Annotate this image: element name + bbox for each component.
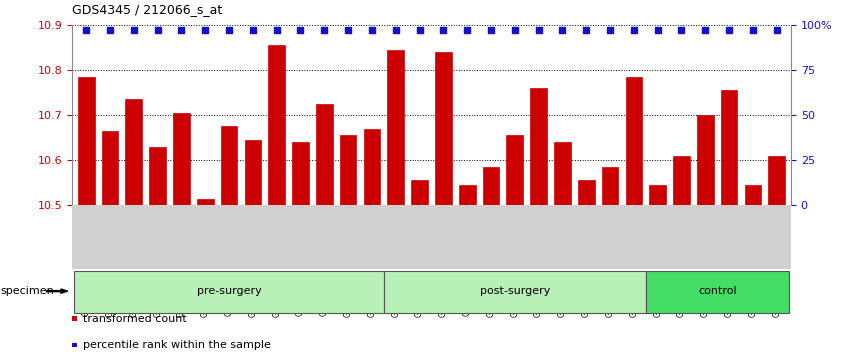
Bar — [435, 52, 452, 205]
Point — [722, 27, 736, 33]
Bar — [173, 113, 190, 205]
Bar — [411, 181, 428, 205]
Point — [151, 27, 164, 33]
Bar — [578, 181, 595, 205]
Point — [246, 27, 260, 33]
Point — [508, 27, 522, 33]
Point — [317, 27, 331, 33]
Point — [699, 27, 712, 33]
Bar — [554, 142, 571, 205]
Point — [746, 27, 760, 33]
Text: GDS4345 / 212066_s_at: GDS4345 / 212066_s_at — [72, 3, 222, 16]
Bar — [768, 156, 785, 205]
Point — [651, 27, 664, 33]
Bar — [244, 140, 261, 205]
Bar — [316, 104, 332, 205]
Bar — [459, 185, 475, 205]
Text: control: control — [698, 286, 737, 296]
Bar — [340, 135, 356, 205]
Bar — [697, 115, 714, 205]
Bar — [530, 88, 547, 205]
Point — [413, 27, 426, 33]
Bar — [384, 271, 645, 313]
Text: post-surgery: post-surgery — [480, 286, 550, 296]
Bar — [102, 131, 118, 205]
Bar — [387, 50, 404, 205]
Point — [199, 27, 212, 33]
Point — [627, 27, 640, 33]
Bar — [650, 185, 666, 205]
Point — [174, 27, 188, 33]
Bar — [364, 129, 380, 205]
Bar — [197, 199, 213, 205]
Point — [675, 27, 689, 33]
Point — [103, 27, 117, 33]
Bar — [74, 271, 384, 313]
Point — [556, 27, 569, 33]
Bar — [483, 167, 499, 205]
Bar — [292, 142, 309, 205]
Text: specimen: specimen — [0, 286, 54, 296]
Point — [437, 27, 450, 33]
Point — [80, 27, 93, 33]
Bar — [125, 99, 142, 205]
Point — [532, 27, 546, 33]
Bar — [625, 77, 642, 205]
Bar — [744, 185, 761, 205]
Point — [270, 27, 283, 33]
Point — [580, 27, 593, 33]
Bar — [721, 90, 738, 205]
Bar — [149, 147, 166, 205]
Bar — [602, 167, 618, 205]
Point — [222, 27, 236, 33]
Point — [365, 27, 379, 33]
Point — [484, 27, 497, 33]
Point — [460, 27, 474, 33]
Bar — [645, 271, 788, 313]
Text: pre-surgery: pre-surgery — [196, 286, 261, 296]
Text: percentile rank within the sample: percentile rank within the sample — [83, 340, 272, 350]
Text: transformed count: transformed count — [83, 314, 187, 324]
Bar — [268, 45, 285, 205]
Point — [770, 27, 783, 33]
Point — [127, 27, 140, 33]
Bar — [78, 77, 95, 205]
Bar — [221, 126, 238, 205]
Point — [603, 27, 617, 33]
Bar — [507, 135, 523, 205]
Point — [389, 27, 403, 33]
Point — [341, 27, 354, 33]
Point — [294, 27, 307, 33]
Bar — [673, 156, 689, 205]
